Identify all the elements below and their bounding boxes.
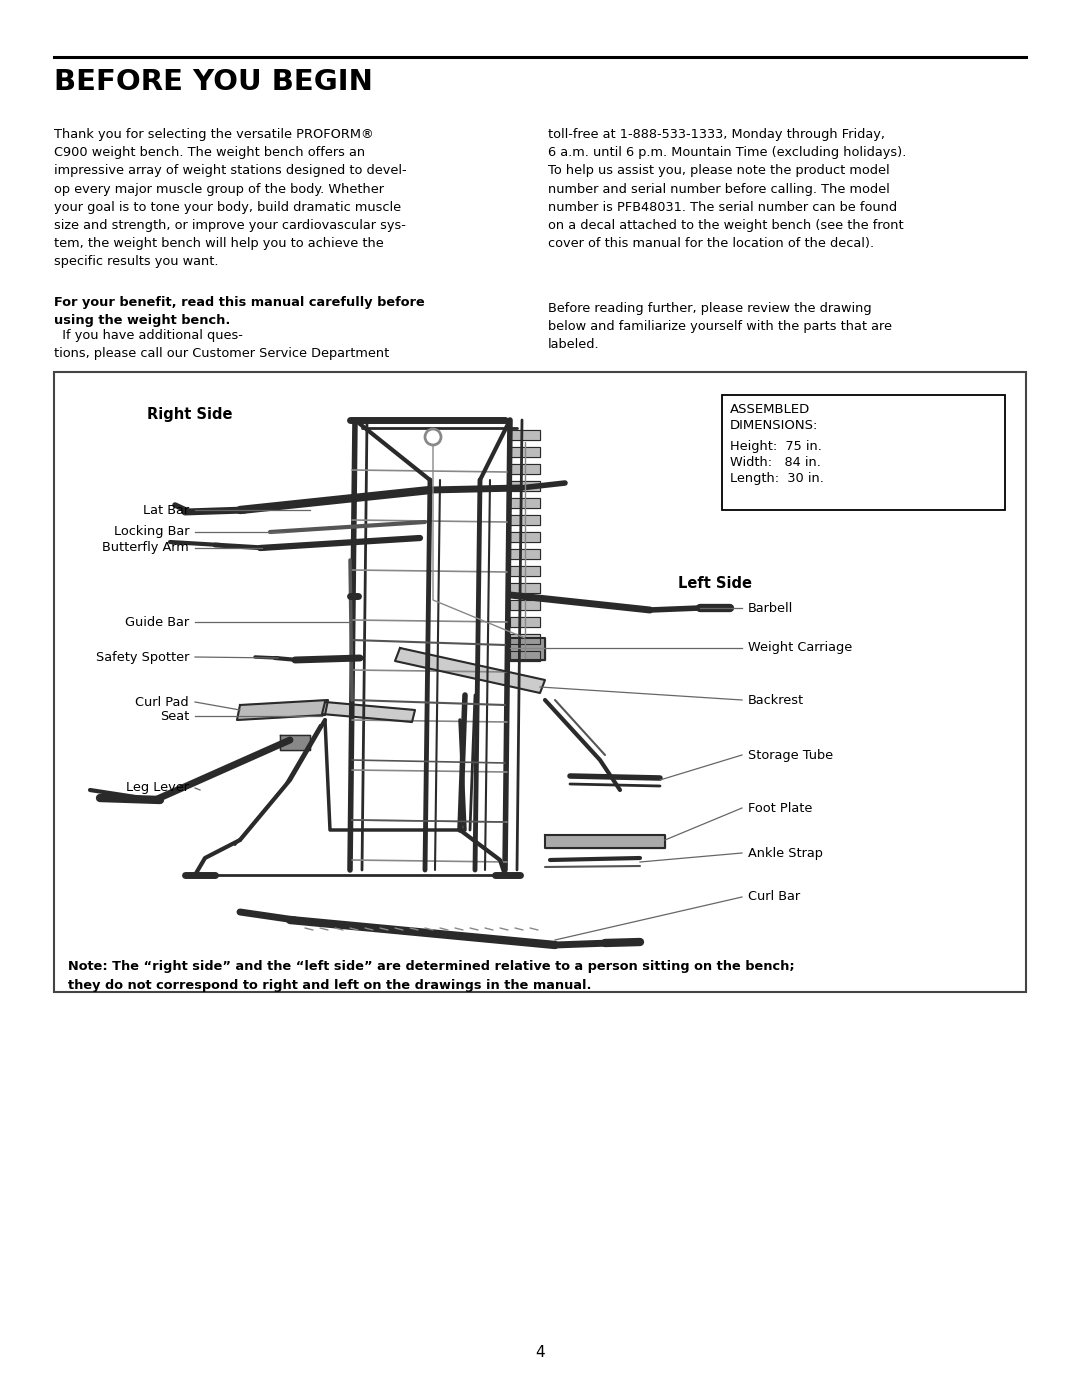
Polygon shape (510, 634, 540, 644)
Text: Ankle Strap: Ankle Strap (748, 847, 823, 859)
Text: Before reading further, please review the drawing
below and familiarize yourself: Before reading further, please review th… (548, 302, 892, 352)
Text: toll-free at 1-888-533-1333, Monday through Friday,
6 a.m. until 6 p.m. Mountain: toll-free at 1-888-533-1333, Monday thro… (548, 129, 906, 250)
Polygon shape (510, 651, 540, 661)
Polygon shape (280, 735, 310, 750)
Polygon shape (510, 430, 540, 440)
Text: DIMENSIONS:: DIMENSIONS: (730, 419, 819, 432)
Text: Safety Spotter: Safety Spotter (96, 651, 189, 664)
Text: Lat Bar: Lat Bar (143, 503, 189, 517)
Text: Curl Bar: Curl Bar (748, 890, 800, 904)
Text: Leg Lever: Leg Lever (126, 781, 189, 795)
Text: Storage Tube: Storage Tube (748, 749, 833, 761)
Polygon shape (510, 515, 540, 525)
Text: Height:  75 in.: Height: 75 in. (730, 440, 822, 453)
Polygon shape (510, 532, 540, 542)
Polygon shape (510, 599, 540, 610)
Text: ASSEMBLED: ASSEMBLED (730, 402, 810, 416)
Text: Width:   84 in.: Width: 84 in. (730, 455, 821, 469)
Polygon shape (322, 703, 415, 722)
Polygon shape (510, 481, 540, 490)
Text: Curl Pad: Curl Pad (135, 696, 189, 708)
Polygon shape (510, 447, 540, 457)
Text: Butterfly Arm: Butterfly Arm (103, 542, 189, 555)
Polygon shape (510, 583, 540, 592)
Text: Guide Bar: Guide Bar (125, 616, 189, 629)
Polygon shape (510, 638, 545, 659)
Polygon shape (510, 549, 540, 559)
Polygon shape (510, 617, 540, 627)
Polygon shape (510, 497, 540, 509)
Polygon shape (237, 700, 328, 719)
Text: Foot Plate: Foot Plate (748, 802, 812, 814)
Text: Locking Bar: Locking Bar (113, 525, 189, 538)
Text: BEFORE YOU BEGIN: BEFORE YOU BEGIN (54, 68, 373, 96)
Text: Barbell: Barbell (748, 602, 793, 615)
Text: Thank you for selecting the versatile PROFORM®
C900 weight bench. The weight ben: Thank you for selecting the versatile PR… (54, 129, 407, 268)
Text: Note: The “right side” and the “left side” are determined relative to a person s: Note: The “right side” and the “left sid… (68, 960, 795, 992)
Polygon shape (510, 566, 540, 576)
Text: Left Side: Left Side (678, 576, 752, 591)
Text: 4: 4 (536, 1345, 544, 1361)
Polygon shape (395, 648, 545, 693)
Polygon shape (510, 464, 540, 474)
Text: Weight Carriage: Weight Carriage (748, 641, 852, 655)
Polygon shape (545, 835, 665, 848)
Text: Right Side: Right Side (147, 407, 232, 422)
Text: For your benefit, read this manual carefully before
using the weight bench.: For your benefit, read this manual caref… (54, 296, 424, 327)
Bar (723, 395, 1005, 510)
Bar (54, 372, 1026, 992)
Text: Seat: Seat (160, 710, 189, 722)
Text: If you have additional ques-
tions, please call our Customer Service Department: If you have additional ques- tions, plea… (54, 330, 389, 360)
Text: Backrest: Backrest (748, 693, 805, 707)
Text: Length:  30 in.: Length: 30 in. (730, 472, 824, 485)
